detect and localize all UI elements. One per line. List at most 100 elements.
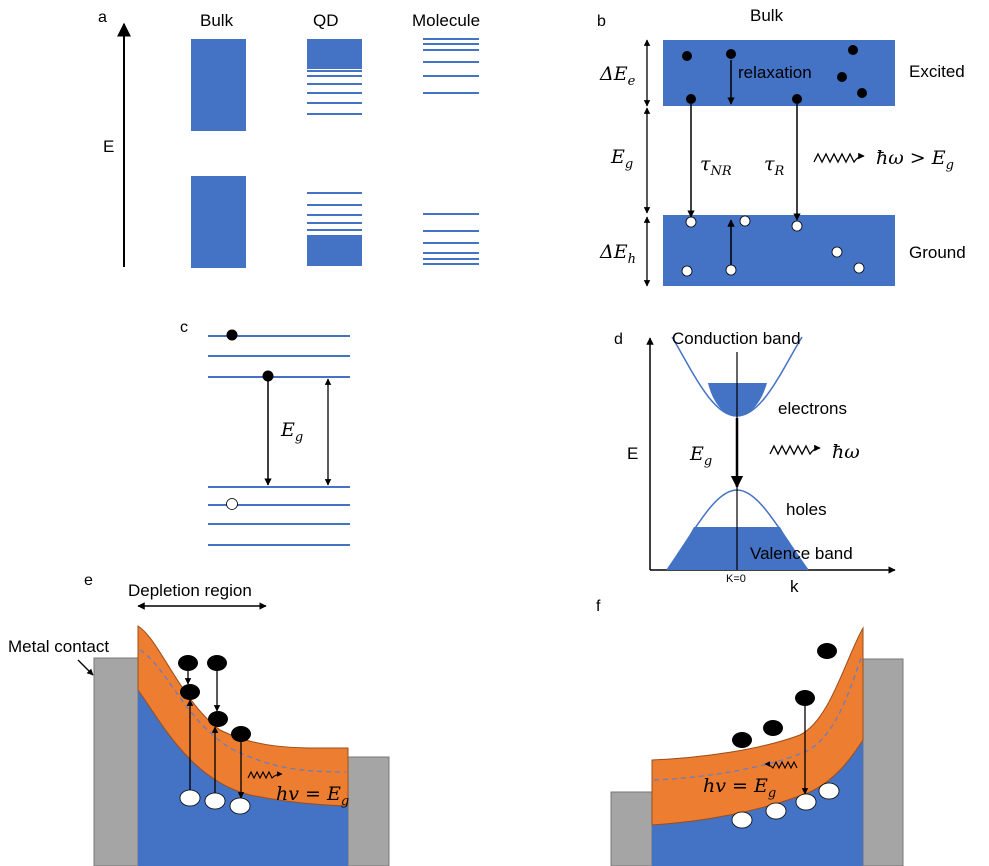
hole bbox=[725, 264, 737, 276]
panel-c: c Eg bbox=[180, 319, 350, 546]
valence-region bbox=[138, 690, 348, 866]
column-label-qd: QD bbox=[313, 11, 339, 30]
panel-c-letter: c bbox=[180, 319, 188, 336]
fermi-level-dashed bbox=[139, 649, 347, 773]
qd-valence-continuum bbox=[307, 235, 362, 266]
k0-label: K=0 bbox=[726, 573, 746, 585]
left-metal-contact bbox=[93, 657, 139, 866]
hole bbox=[831, 246, 843, 258]
panel-e: e Depletion region Metal contact hv = Eg bbox=[8, 572, 390, 866]
hole bbox=[795, 793, 817, 811]
electron bbox=[763, 720, 783, 736]
electron bbox=[857, 88, 867, 98]
excited-label: Excited bbox=[909, 62, 965, 81]
excited-electrons bbox=[682, 45, 867, 104]
k-axis-label: k bbox=[790, 577, 799, 596]
electron bbox=[795, 690, 815, 706]
panel-a: a Bulk QD Molecule E bbox=[98, 9, 480, 268]
energy-axis-label: E bbox=[627, 444, 638, 463]
panel-d-letter: d bbox=[614, 331, 623, 348]
electron bbox=[178, 655, 198, 671]
hole bbox=[685, 216, 697, 228]
right-metal-contact bbox=[347, 756, 390, 866]
holes-label: holes bbox=[786, 500, 827, 519]
hole bbox=[739, 215, 751, 227]
left-metal-contact bbox=[610, 791, 653, 866]
electron bbox=[726, 49, 736, 59]
qd-conduction-continuum bbox=[307, 39, 362, 69]
electron bbox=[792, 94, 802, 104]
hole bbox=[229, 797, 251, 815]
photon-energy-label: hv = Eg bbox=[276, 783, 349, 809]
eg-label: Eg bbox=[610, 146, 633, 172]
hole bbox=[818, 782, 840, 800]
valence-band-label: Valence band bbox=[750, 544, 853, 563]
metal-contact-pointer bbox=[77, 659, 94, 676]
hole bbox=[226, 498, 238, 510]
holes bbox=[179, 789, 251, 815]
electron bbox=[262, 370, 274, 382]
depletion-region-label: Depletion region bbox=[128, 581, 252, 600]
hole bbox=[179, 789, 201, 807]
delta-e-label: ΔEe bbox=[599, 63, 636, 89]
ground-holes bbox=[681, 215, 865, 277]
electron bbox=[686, 94, 696, 104]
eg-label: Eg bbox=[689, 443, 712, 469]
electron bbox=[682, 51, 692, 61]
electron bbox=[231, 726, 251, 742]
column-label-bulk: Bulk bbox=[200, 11, 234, 30]
panel-e-letter: e bbox=[84, 572, 93, 589]
column-label-molecule: Molecule bbox=[412, 11, 480, 30]
electron bbox=[208, 711, 228, 727]
electron bbox=[226, 329, 238, 341]
molecule-levels bbox=[423, 38, 479, 265]
photon-label: ħω bbox=[832, 441, 860, 463]
hole bbox=[791, 220, 803, 232]
relaxation-label: relaxation bbox=[738, 63, 812, 82]
hole bbox=[681, 265, 693, 277]
hole bbox=[765, 802, 787, 820]
panel-f: f hv = Eg bbox=[596, 598, 904, 866]
electrons bbox=[178, 655, 251, 742]
panel-b-letter: b bbox=[597, 13, 606, 30]
photon-energy-label: hv = Eg bbox=[703, 775, 776, 801]
eg-label: Eg bbox=[280, 419, 303, 445]
hole bbox=[731, 811, 753, 829]
electron bbox=[848, 45, 858, 55]
bulk-valence-band bbox=[191, 176, 246, 268]
electrons bbox=[732, 643, 837, 748]
panel-a-letter: a bbox=[98, 9, 107, 26]
tau-nr-label: τNR bbox=[700, 153, 732, 179]
panel-d: d E k K=0 Conduction band electrons hole… bbox=[614, 329, 896, 596]
bulk-conduction-band bbox=[191, 39, 246, 131]
tau-r-label: τR bbox=[764, 153, 785, 179]
electron bbox=[837, 72, 847, 82]
electron bbox=[207, 655, 227, 671]
panel-b: b Bulk Excited Ground ΔEe Eg ΔEh relaxat… bbox=[597, 6, 966, 287]
conduction-band-label: Conduction band bbox=[672, 329, 801, 348]
electron bbox=[732, 732, 752, 748]
photon-energy-label: ħω > Eg bbox=[876, 147, 954, 173]
panel-f-letter: f bbox=[596, 598, 601, 615]
delta-h-label: ΔEh bbox=[599, 241, 636, 267]
hole bbox=[853, 262, 865, 274]
ground-label: Ground bbox=[909, 243, 966, 262]
electron bbox=[817, 643, 837, 659]
panel-b-title: Bulk bbox=[750, 6, 784, 25]
photon-wave-icon bbox=[769, 444, 821, 456]
valence-region bbox=[652, 740, 863, 866]
discrete-levels bbox=[208, 335, 350, 546]
photon-wave-icon bbox=[813, 152, 865, 164]
right-metal-contact bbox=[862, 658, 904, 866]
energy-axis-label: E bbox=[103, 137, 114, 156]
photon-wave-icon bbox=[764, 760, 798, 770]
photon-wave-icon bbox=[247, 770, 283, 780]
electrons-label: electrons bbox=[778, 399, 847, 418]
metal-contact-label: Metal contact bbox=[8, 637, 109, 656]
hole bbox=[204, 792, 226, 810]
ground-band bbox=[663, 215, 895, 286]
electron bbox=[180, 684, 200, 700]
qd-levels bbox=[307, 39, 362, 266]
